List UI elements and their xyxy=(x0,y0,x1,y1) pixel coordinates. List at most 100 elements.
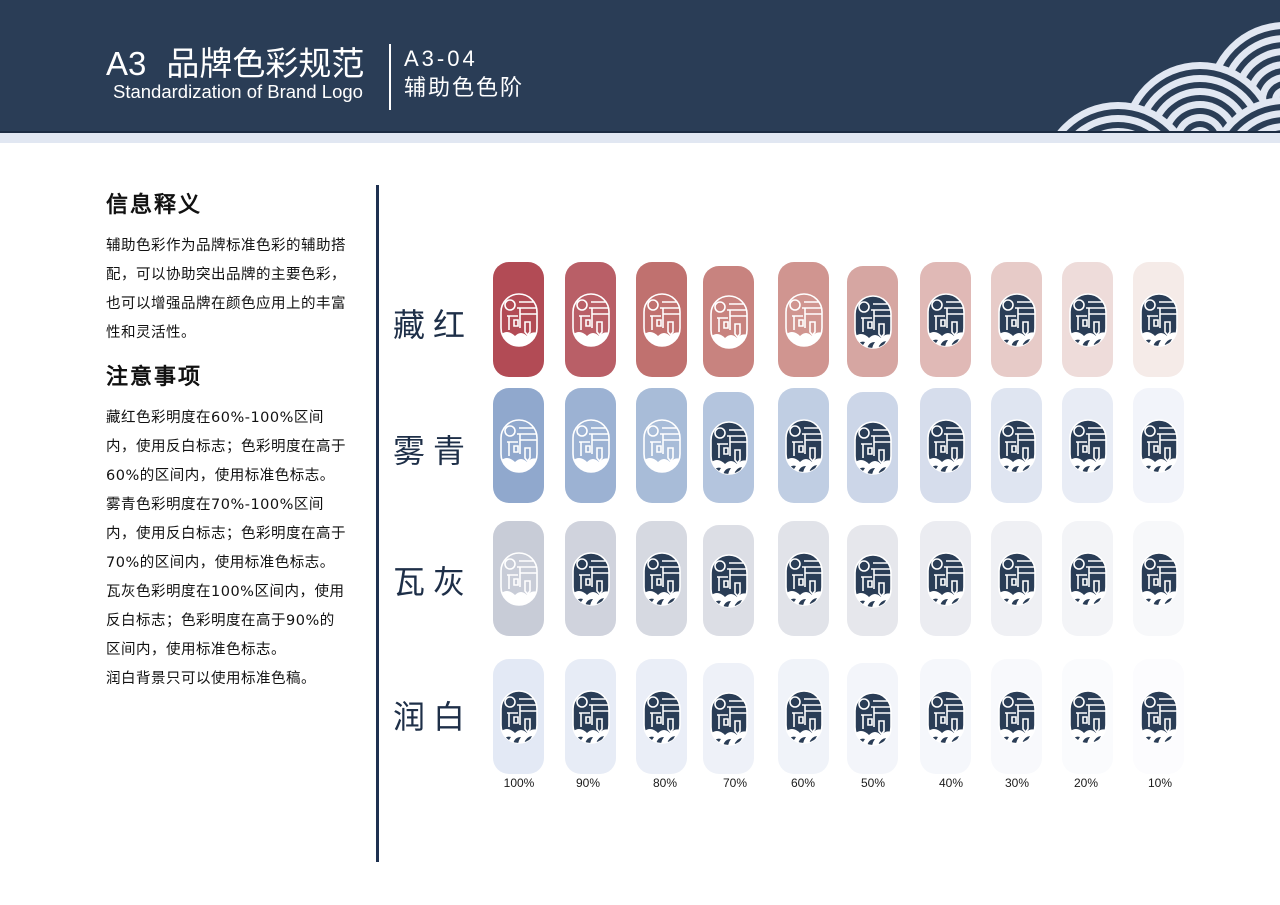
brand-logo-icon xyxy=(926,551,965,606)
color-swatch xyxy=(1133,659,1184,774)
color-swatch xyxy=(920,521,971,636)
color-swatch xyxy=(920,659,971,774)
chapter-subtitle: Standardization of Brand Logo xyxy=(113,81,363,102)
brand-logo-icon xyxy=(997,551,1036,606)
brand-logo-icon xyxy=(784,689,823,744)
brand-logo-icon xyxy=(853,553,892,608)
color-swatch xyxy=(493,521,544,636)
header-rule xyxy=(0,131,1280,133)
brand-logo-icon xyxy=(571,292,610,347)
brand-logo-icon xyxy=(1139,551,1178,606)
brand-logo-icon xyxy=(709,420,748,475)
percent-label: 20% xyxy=(1073,776,1099,790)
percent-label: 90% xyxy=(575,776,601,790)
brand-logo-icon xyxy=(499,551,538,606)
color-swatch xyxy=(920,388,971,503)
color-swatch xyxy=(1062,262,1113,377)
row-label-wuqing: 雾青 xyxy=(393,432,474,470)
note-item: 润白背景只可以使用标准色稿。 xyxy=(106,671,316,687)
color-swatch xyxy=(703,663,754,774)
color-swatch xyxy=(565,521,616,636)
row-label-wahui: 瓦灰 xyxy=(393,563,474,601)
color-swatch xyxy=(991,388,1042,503)
brand-logo-icon xyxy=(784,292,823,347)
color-swatch xyxy=(778,388,829,503)
percent-label: 50% xyxy=(860,776,886,790)
brand-logo-icon xyxy=(499,689,538,744)
color-swatch xyxy=(565,659,616,774)
color-swatch xyxy=(991,521,1042,636)
brand-logo-icon xyxy=(997,418,1036,473)
notes-heading: 注意事项 xyxy=(106,365,203,390)
chapter-title: 品牌色彩规范 xyxy=(166,45,365,82)
brand-logo-icon xyxy=(997,689,1036,744)
color-swatch xyxy=(703,392,754,503)
brand-logo-icon xyxy=(784,551,823,606)
brand-logo-icon xyxy=(571,418,610,473)
color-swatch xyxy=(636,659,687,774)
brand-logo-icon xyxy=(709,553,748,608)
color-swatch xyxy=(991,659,1042,774)
percent-label: 30% xyxy=(1004,776,1030,790)
brand-logo-icon xyxy=(709,294,748,349)
color-swatch xyxy=(565,262,616,377)
brand-logo-icon xyxy=(499,418,538,473)
color-swatch xyxy=(1133,262,1184,377)
brand-logo-icon xyxy=(642,292,681,347)
brand-logo-icon xyxy=(1068,551,1107,606)
chapter-code: A3 xyxy=(106,45,147,82)
brand-logo-icon xyxy=(853,420,892,475)
color-swatch xyxy=(991,262,1042,377)
percent-label: 70% xyxy=(722,776,748,790)
color-swatch xyxy=(703,525,754,636)
color-swatch xyxy=(778,659,829,774)
percent-label: 80% xyxy=(652,776,678,790)
note-item: 瓦灰色彩明度在100%区间内，使用反白标志；色彩明度在高于90%的区间内，使用标… xyxy=(106,584,345,658)
page-header: A3 品牌色彩规范 Standardization of Brand Logo A… xyxy=(0,0,1280,132)
percent-label: 10% xyxy=(1147,776,1173,790)
section-code: A3-04 xyxy=(404,46,478,71)
color-swatch xyxy=(493,262,544,377)
color-swatch xyxy=(565,388,616,503)
brand-logo-icon xyxy=(926,292,965,347)
vertical-divider xyxy=(376,185,379,862)
brand-logo-icon xyxy=(1139,418,1178,473)
brand-logo-icon xyxy=(571,689,610,744)
brand-logo-icon xyxy=(784,418,823,473)
brand-logo-icon xyxy=(1068,418,1107,473)
info-body: 辅助色彩作为品牌标准色彩的辅助搭配，可以协助突出品牌的主要色彩，也可以增强品牌在… xyxy=(106,238,346,341)
description-panel: 信息释义 辅助色彩作为品牌标准色彩的辅助搭配，可以协助突出品牌的主要色彩，也可以… xyxy=(106,190,346,694)
brand-logo-icon xyxy=(997,292,1036,347)
brand-logo-icon xyxy=(1139,689,1178,744)
color-swatch xyxy=(1133,388,1184,503)
brand-logo-icon xyxy=(1139,292,1178,347)
header-band xyxy=(0,133,1280,143)
title-divider xyxy=(389,44,391,110)
color-swatch xyxy=(1062,388,1113,503)
note-item: 藏红色彩明度在60%-100%区间内，使用反白标志；色彩明度在高于60%的区间内… xyxy=(106,410,346,484)
brand-logo-icon xyxy=(642,418,681,473)
brand-logo-icon xyxy=(1068,689,1107,744)
color-swatch xyxy=(920,262,971,377)
color-swatch xyxy=(1133,521,1184,636)
row-label-runbai: 润白 xyxy=(393,698,474,736)
brand-logo-icon xyxy=(709,691,748,746)
brand-logo-icon xyxy=(571,551,610,606)
color-swatch xyxy=(636,521,687,636)
info-heading: 信息释义 xyxy=(106,193,203,218)
brand-logo-icon xyxy=(499,292,538,347)
color-swatch xyxy=(847,392,898,503)
brand-logo-icon xyxy=(853,691,892,746)
brand-logo-icon xyxy=(926,689,965,744)
wave-pattern-icon xyxy=(1040,22,1280,132)
row-label-zanghong: 藏红 xyxy=(393,306,474,344)
page-title: A3 品牌色彩规范 xyxy=(106,44,364,84)
color-swatch xyxy=(493,388,544,503)
brand-logo-icon xyxy=(642,689,681,744)
color-swatch xyxy=(636,262,687,377)
color-swatch xyxy=(778,521,829,636)
color-swatch xyxy=(1062,521,1113,636)
color-swatch xyxy=(1062,659,1113,774)
color-swatch xyxy=(847,525,898,636)
color-swatch xyxy=(847,266,898,377)
